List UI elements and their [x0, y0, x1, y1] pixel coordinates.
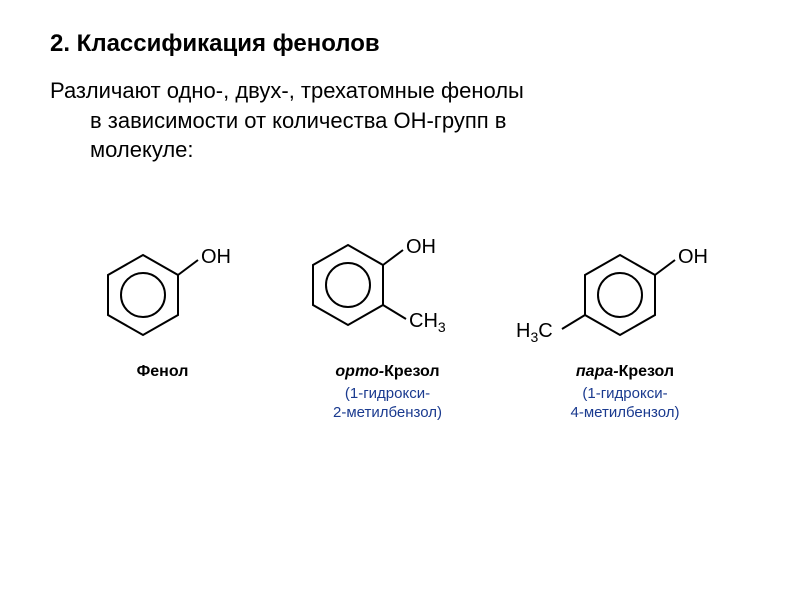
slide-heading: 2. Классификация фенолов — [50, 30, 750, 58]
para-subname: (1-гидрокси- 4-метилбензол) — [570, 385, 679, 423]
para-prefix: пара- — [576, 363, 619, 380]
para-svg-wrap: OH H3C — [510, 215, 740, 355]
structure-ortho-cresol: OH CH3 орто-Крезол (1-гидрокси- 2-метилб… — [285, 215, 490, 423]
body-line-1: Различают одно-, двух-, трехатомные фено… — [50, 78, 524, 103]
ortho-cresol-structure-icon: OH CH3 — [298, 215, 478, 355]
para-name-text: Крезол — [619, 363, 675, 380]
ortho-oh-label: OH — [406, 236, 436, 258]
ortho-svg-wrap: OH CH3 — [298, 215, 478, 355]
structure-para-cresol: OH H3C пара-Крезол (1-гидрокси- 4-метилб… — [510, 215, 740, 423]
structure-phenol: OH Фенол — [60, 215, 265, 381]
ortho-prefix: орто- — [335, 363, 384, 380]
ortho-ch3-label: CH3 — [409, 310, 446, 335]
phenol-name: Фенол — [137, 363, 189, 381]
phenol-svg-wrap: OH — [93, 215, 233, 355]
ortho-name-text: Крезол — [384, 363, 440, 380]
slide-body: Различают одно-, двух-, трехатомные фено… — [50, 76, 750, 165]
para-sub2: 4-метилбензол) — [570, 404, 679, 421]
phenol-structure-icon: OH — [93, 225, 233, 355]
ortho-name: орто-Крезол — [335, 363, 439, 381]
para-oh-label: OH — [678, 246, 708, 268]
structures-container: OH Фенол OH CH3 орто-Крезол — [50, 215, 750, 423]
phenol-oh-label: OH — [201, 246, 231, 268]
para-name: пара-Крезол — [576, 363, 674, 381]
body-line-3: молекуле: — [54, 135, 750, 165]
para-h3c-label: H3C — [516, 320, 553, 345]
ortho-sub2: 2-метилбензол) — [333, 404, 442, 421]
para-sub1: (1-гидрокси- — [582, 385, 667, 402]
ortho-sub1: (1-гидрокси- — [345, 385, 430, 402]
para-cresol-structure-icon: OH H3C — [510, 225, 740, 355]
body-line-2: в зависимости от количества ОН-групп в — [54, 106, 750, 136]
ortho-subname: (1-гидрокси- 2-метилбензол) — [333, 385, 442, 423]
